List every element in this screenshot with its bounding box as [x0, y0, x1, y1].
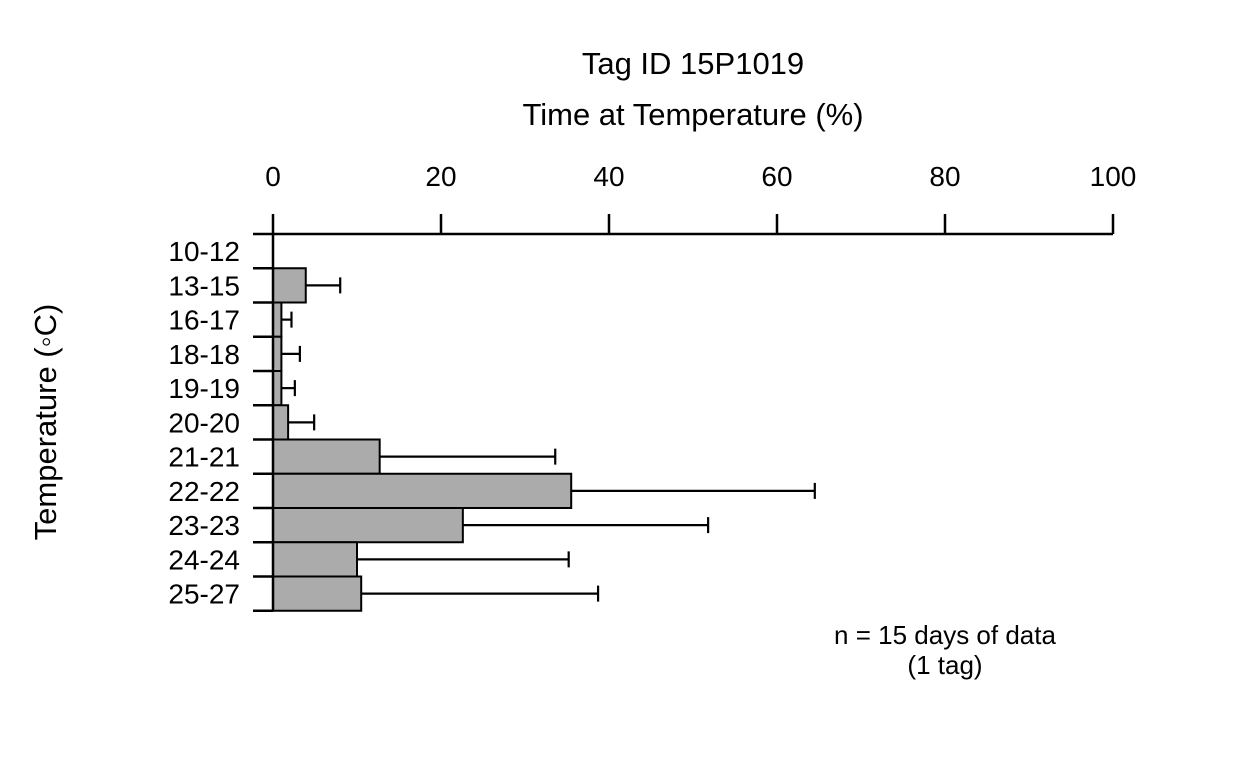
bar	[272, 507, 464, 544]
sample-size-note: n = 15 days of data	[834, 620, 1056, 650]
category-label: 21-21	[168, 442, 240, 473]
chart-title: Tag ID 15P1019	[581, 46, 805, 81]
x-tick-label: 60	[761, 161, 792, 192]
x-tick-label: 100	[1090, 161, 1137, 192]
bar	[272, 267, 307, 304]
category-label: 10-12	[168, 236, 240, 267]
bar	[272, 438, 381, 475]
category-label: 20-20	[168, 407, 240, 438]
bar	[272, 541, 358, 578]
category-label: 24-24	[168, 544, 240, 575]
chart-subtitle: Time at Temperature (%)	[522, 97, 864, 132]
x-tick-label: 80	[929, 161, 960, 192]
bar	[272, 301, 283, 338]
bar	[272, 370, 283, 407]
x-tick-label: 0	[265, 161, 281, 192]
bar	[272, 472, 573, 509]
bar	[272, 404, 290, 441]
x-tick-label: 40	[593, 161, 624, 192]
category-label: 23-23	[168, 510, 240, 541]
bar	[272, 335, 283, 372]
category-label: 25-27	[168, 579, 240, 610]
category-label: 16-17	[168, 305, 240, 336]
category-label: 19-19	[168, 373, 240, 404]
category-label: 22-22	[168, 476, 240, 507]
x-tick-label: 20	[425, 161, 456, 192]
tag-count-note: (1 tag)	[907, 650, 983, 680]
category-label: 13-15	[168, 270, 240, 301]
bar	[272, 575, 363, 612]
category-label: 18-18	[168, 339, 240, 370]
